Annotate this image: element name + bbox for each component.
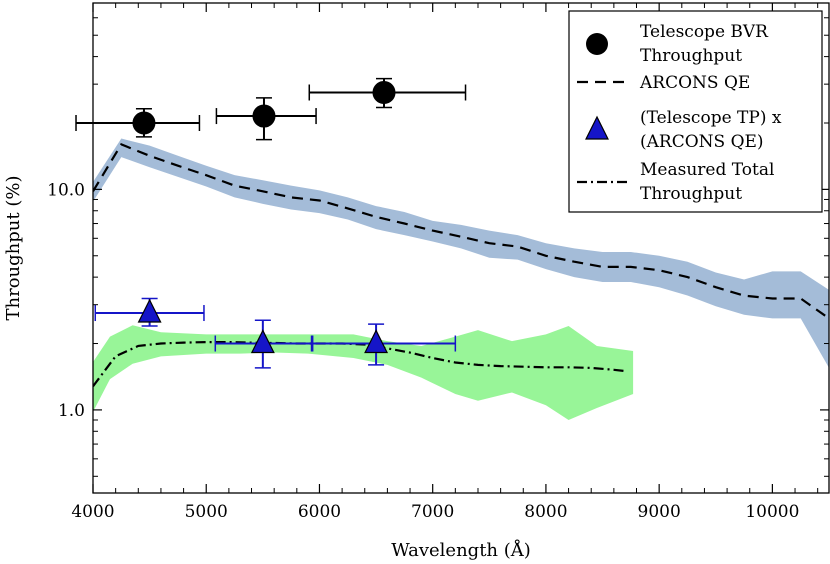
x-tick-label: 9000 — [638, 502, 681, 522]
x-tick-label: 8000 — [524, 502, 567, 522]
y-tick-label: 10.0 — [47, 180, 85, 200]
legend-label: Throughput — [640, 46, 742, 66]
x-tick-label: 4000 — [71, 502, 114, 522]
arcons-qe-band — [93, 138, 829, 368]
legend-label: ARCONS QE — [639, 73, 750, 93]
telescope-bvr-point — [252, 104, 276, 128]
legend-triangle-marker — [585, 115, 609, 140]
telescope-bvr-point — [372, 80, 396, 104]
plot-frame — [92, 2, 830, 494]
legend-label: Throughput — [640, 184, 742, 204]
telescope-x-arcons-point — [364, 329, 389, 354]
measured-throughput-band — [93, 325, 634, 421]
legend-box — [568, 10, 823, 213]
x-tick-label: 6000 — [298, 502, 341, 522]
arcons-qe-line — [93, 143, 829, 320]
telescope-x-arcons-point — [137, 298, 162, 323]
y-tick-label: 1.0 — [58, 401, 85, 421]
y-axis-title: Throughput (%) — [3, 176, 24, 321]
x-tick-label: 5000 — [185, 502, 228, 522]
legend-label: (Telescope TP) x — [640, 108, 782, 128]
x-tick-label: 10000 — [745, 502, 799, 522]
legend-label: (ARCONS QE) — [640, 132, 764, 152]
shaded-bands — [93, 138, 829, 421]
x-axis-title: Wavelength (Å) — [391, 539, 531, 561]
data-markers — [75, 77, 467, 369]
legend: Telescope BVR Throughput ARCONS QE (Telesco… — [568, 10, 823, 213]
legend-circle-marker — [586, 33, 608, 55]
telescope-x-arcons-point — [250, 329, 275, 354]
telescope-bvr-point — [132, 111, 156, 135]
x-tick-label: 7000 — [411, 502, 454, 522]
legend-label: Telescope BVR — [640, 22, 769, 42]
legend-label: Measured Total — [640, 160, 774, 180]
axis-ticks: 4000 5000 6000 7000 8000 9000 10000 1.0 10.0 — [47, 3, 829, 522]
